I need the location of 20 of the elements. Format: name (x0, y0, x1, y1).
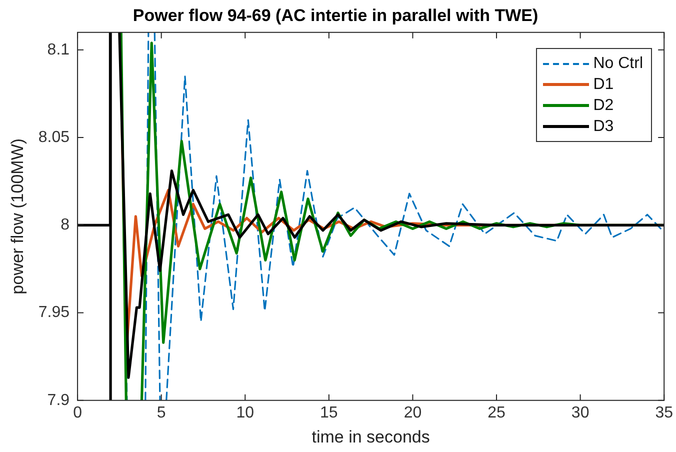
legend-label: No Ctrl (593, 54, 643, 72)
x-tick-label: 5 (156, 404, 166, 422)
chart-title: Power flow 94-69 (AC intertie in parallel with TWE) (132, 6, 538, 25)
y-tick-label: 7.95 (38, 304, 70, 322)
legend-label: D2 (593, 96, 614, 114)
x-tick-label: 0 (73, 404, 82, 422)
y-tick-label: 7.9 (47, 392, 70, 409)
x-tick-label: 35 (655, 404, 674, 422)
x-tick-label: 15 (320, 404, 338, 422)
legend-label: D3 (593, 118, 614, 136)
x-tick-label: 25 (488, 404, 506, 422)
x-tick-label: 20 (404, 404, 422, 422)
y-tick-label: 8.1 (47, 41, 70, 58)
y-tick-label: 8.05 (38, 128, 70, 146)
x-tick-label: 10 (236, 404, 254, 422)
y-tick-label: 8 (60, 216, 70, 234)
legend-label: D1 (593, 76, 614, 94)
x-tick-label: 30 (571, 404, 590, 422)
x-axis-title: time in seconds (312, 427, 430, 446)
y-axis-title: power flow (100MW) (8, 138, 27, 294)
